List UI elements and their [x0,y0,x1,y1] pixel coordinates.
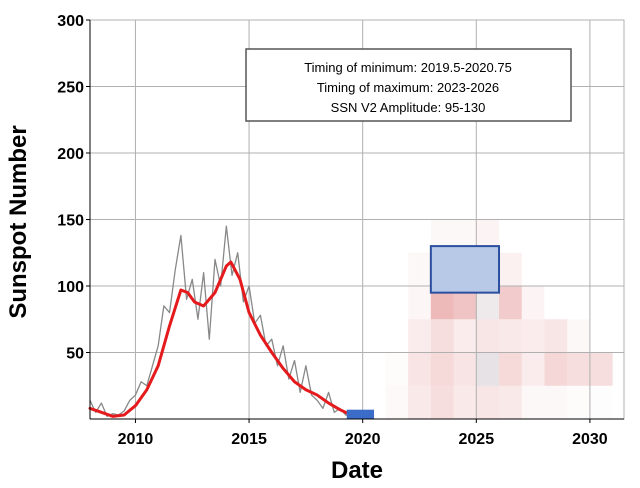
heatmap-cell [567,352,590,386]
annotation-frame [245,48,572,122]
heatmap-cell [567,319,590,353]
heatmap-cell [385,386,408,419]
heatmap-cell [499,385,522,419]
annotation-line-2: Timing of maximum: 2023-2026 [317,80,499,95]
heatmap-cell [408,286,431,320]
heatmap-cell [476,319,500,353]
heatmap-cell [453,286,477,320]
heatmap-cell [430,219,454,253]
heatmap-cell [408,319,431,353]
heatmap-cell [590,386,613,419]
heatmap-cell [385,353,408,386]
axes: 50 100 150 200 250 300 2010 2015 2020 2025 2030 [57,13,624,448]
heatmap-cell [521,286,545,320]
heatmap-cell [499,319,522,353]
y-tick-label: 200 [57,146,84,163]
heatmap-cell [521,319,545,353]
heatmap-cell [453,319,477,353]
heatmap-cell [499,252,522,286]
heatmap-cell [521,385,545,419]
y-tick-label: 300 [57,13,84,30]
maximum-box [429,245,501,294]
x-tick-label: 2015 [231,431,267,448]
forecast-heatmap [385,219,613,419]
forecast-boxes [346,245,501,419]
monthly-line [89,225,369,419]
heatmap-cell [430,385,454,419]
annotation-line-1: Timing of minimum: 2019.5-2020.75 [304,60,512,75]
y-tick-label: 250 [57,80,84,97]
y-tick-label: 100 [57,279,84,296]
x-tick-label: 2025 [459,431,495,448]
heatmap-cell [476,286,500,320]
y-tick-label: 150 [57,213,84,230]
smoothed-series [88,260,365,418]
heatmap-cell [476,219,500,253]
heatmap-cell [521,352,545,386]
heatmap-cell [499,352,522,386]
heatmap-cell [430,352,454,386]
y-axis-title: Sunspot Number [5,125,32,318]
smoothed-line [88,260,365,418]
heatmap-cell [408,352,431,386]
heatmap-cell [408,385,431,419]
heatmap-cell [453,385,477,419]
x-axis-title: Date [331,457,383,484]
x-tick-label: 2020 [345,431,381,448]
heatmap-cell [476,385,500,419]
heatmap-cell [453,219,477,253]
heatmap-cell [408,252,431,286]
heatmap-cell [544,319,568,353]
x-tick-label: 2030 [572,431,608,448]
heatmap-cell [544,385,568,419]
heatmap-cell [476,352,500,386]
minimum-box [346,409,375,419]
heatmap-cell [589,352,613,386]
monthly-series [89,225,369,419]
annotation-line-3: SSN V2 Amplitude: 95-130 [331,100,486,115]
heatmap-cell [430,319,454,353]
annotation-box: Timing of minimum: 2019.5-2020.75 Timing… [245,48,572,122]
x-tick-label: 2010 [118,431,154,448]
heatmap-cell [430,286,454,320]
heatmap-cell [499,286,522,320]
y-tick-label: 50 [66,346,84,363]
heatmap-cell [453,352,477,386]
heatmap-cell [544,352,568,386]
heatmap-cell [567,386,590,419]
